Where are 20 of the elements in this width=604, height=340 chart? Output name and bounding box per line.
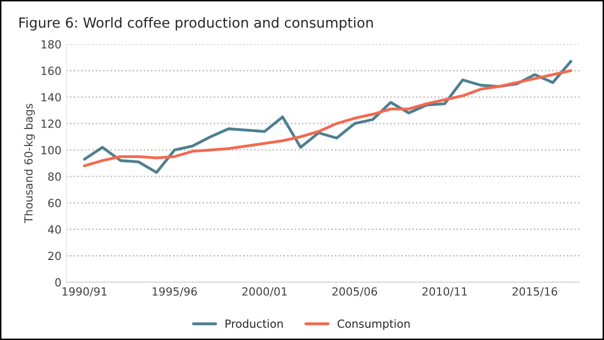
legend-label: Consumption: [338, 319, 410, 330]
x-tick-label: 2015/16: [512, 287, 558, 297]
chart-title: Figure 6: World coffee production and consumption: [19, 17, 373, 31]
y-tick-label: 160: [42, 66, 61, 76]
y-tick-label: 20: [48, 252, 61, 260]
y-tick-label: 0: [55, 278, 61, 287]
y-tick-label: 40: [48, 225, 61, 234]
x-tick-label: 2000/01: [242, 287, 287, 297]
legend-label: Production: [226, 319, 283, 328]
y-tick-label: 140: [42, 93, 61, 102]
x-tick-label: 1995/96: [152, 287, 197, 297]
y-axis-title: Thousand 60-kg bags: [24, 104, 35, 224]
x-tick-label: 2005/06: [332, 287, 378, 297]
y-tick-label: 120: [42, 120, 61, 128]
x-tick-label: 1990/91: [62, 287, 107, 297]
y-tick-label: 60: [48, 198, 61, 208]
y-tick-label: 100: [42, 146, 61, 154]
x-tick-label: 2010/11: [422, 287, 467, 297]
y-tick-label: 180: [42, 40, 61, 49]
y-tick-label: 80: [48, 172, 61, 181]
